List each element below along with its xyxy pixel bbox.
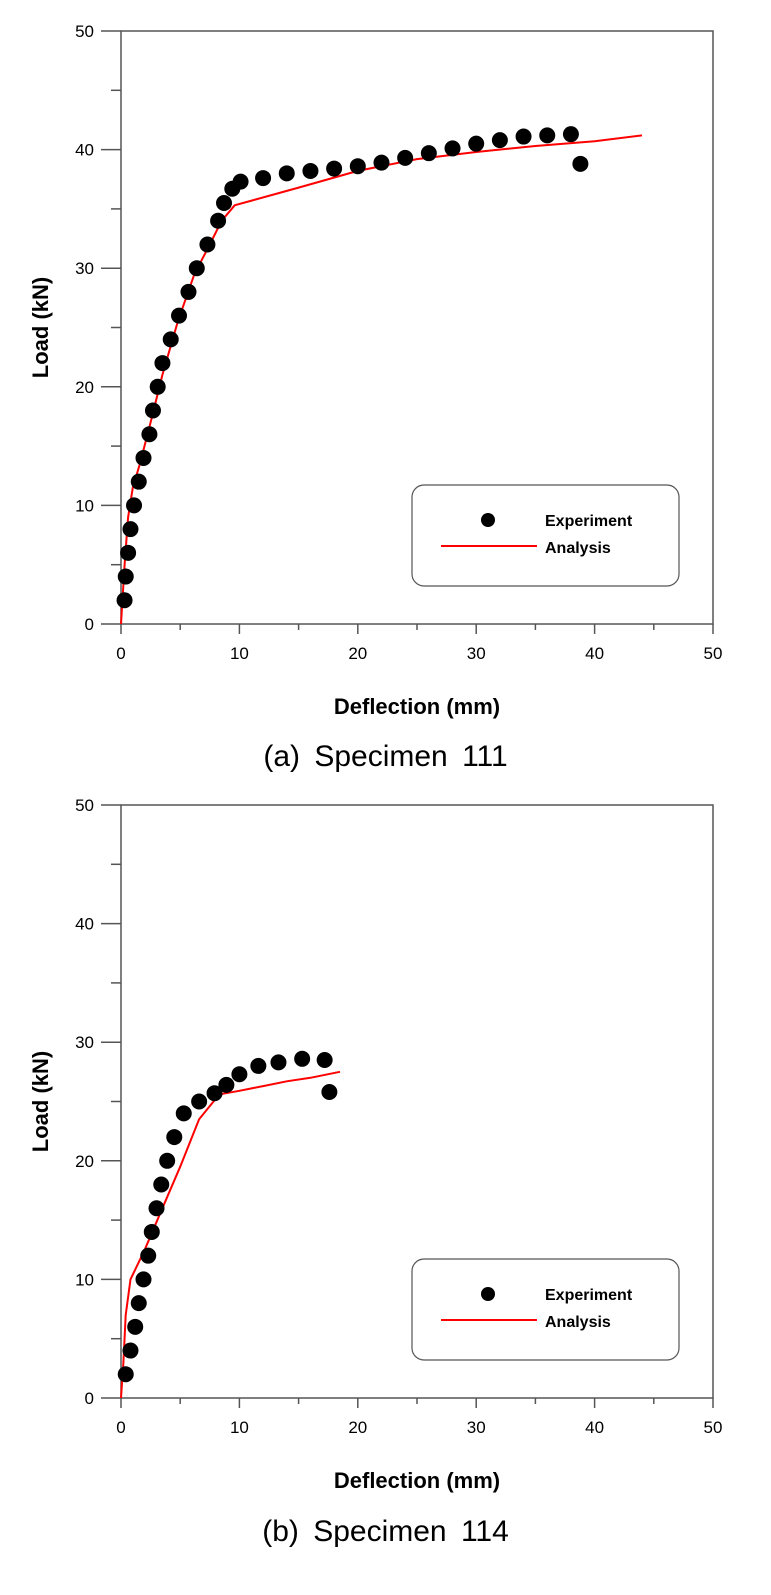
x-tick-label: 0	[116, 1418, 125, 1437]
experiment-point	[373, 154, 390, 171]
legend-box	[411, 484, 680, 587]
experiment-point	[120, 544, 137, 561]
caption-a: (a) Specimen 111	[263, 740, 508, 773]
experiment-point	[191, 1093, 208, 1110]
y-tick-label: 0	[85, 1389, 94, 1408]
legend-experiment-marker	[481, 1287, 495, 1301]
experiment-point	[218, 1076, 235, 1093]
y-tick-label: 0	[85, 615, 94, 634]
experiment-point	[278, 165, 295, 182]
x-tick-label: 10	[230, 1418, 249, 1437]
experiment-point	[397, 149, 414, 166]
x-tick-label: 50	[704, 1418, 723, 1437]
experiment-point	[154, 355, 171, 372]
experiment-point	[255, 170, 272, 187]
experiment-point	[270, 1054, 287, 1071]
experiment-point	[141, 426, 158, 443]
experiment-point	[491, 132, 508, 149]
caption-b: (b) Specimen 114	[262, 1515, 509, 1548]
experiment-point	[420, 145, 437, 162]
y-axis-label: Load (kN)	[28, 1051, 53, 1152]
experiment-point	[250, 1057, 267, 1074]
experiment-point	[206, 1085, 223, 1102]
x-tick-label: 40	[585, 644, 604, 663]
legend-experiment-marker	[481, 513, 495, 527]
experiment-point	[144, 402, 161, 419]
x-tick-label: 20	[348, 644, 367, 663]
y-tick-label: 10	[75, 496, 94, 515]
x-tick-label: 40	[585, 1418, 604, 1437]
y-tick-label: 40	[75, 141, 94, 160]
experiment-point	[116, 592, 133, 609]
experiment-point	[294, 1050, 311, 1067]
experiment-point	[122, 521, 139, 538]
y-tick-label: 30	[75, 1033, 94, 1052]
experiment-point	[117, 568, 134, 585]
experiment-point	[149, 378, 166, 395]
experiment-point	[171, 307, 188, 324]
x-tick-label: 0	[116, 644, 125, 663]
analysis-line	[120, 1070, 341, 1399]
experiment-point	[321, 1084, 338, 1101]
legend-analysis-label: Analysis	[545, 1314, 611, 1331]
y-tick-label: 40	[75, 915, 94, 934]
y-tick-label: 50	[75, 22, 94, 41]
experiment-point	[166, 1129, 183, 1146]
experiment-point	[135, 449, 152, 466]
x-axis-label: Deflection (mm)	[334, 1468, 500, 1493]
y-tick-label: 10	[75, 1270, 94, 1289]
experiment-point	[148, 1200, 165, 1217]
y-tick-label: 20	[75, 1152, 94, 1171]
x-tick-label: 10	[230, 644, 249, 663]
experiment-point	[162, 331, 179, 348]
legend: Experiment Analysis	[411, 484, 680, 587]
x-tick-label: 50	[704, 644, 723, 663]
chart-specimen-114: 0 10 20 30 40 50 0 10 20 30 40 50 Deflection (mm) Loa…	[28, 796, 723, 1493]
experiment-point	[572, 155, 589, 172]
experiment-point	[349, 158, 366, 175]
experiment-point	[140, 1247, 157, 1264]
experiment-point	[468, 135, 485, 152]
experiment-point	[135, 1271, 152, 1288]
experiment-point	[199, 236, 216, 253]
experiment-point	[127, 1318, 144, 1335]
experiment-point	[444, 140, 461, 157]
experiment-point	[316, 1051, 333, 1068]
experiment-point	[232, 173, 249, 190]
experiment-point	[159, 1152, 176, 1169]
experiment-point	[302, 162, 319, 179]
experiment-point	[188, 260, 205, 277]
x-axis-label: Deflection (mm)	[334, 694, 500, 719]
experiment-point	[231, 1066, 248, 1083]
experiment-point	[153, 1176, 170, 1193]
y-axis-label: Load (kN)	[28, 277, 53, 378]
experiment-point	[180, 283, 197, 300]
x-tick-label: 20	[348, 1418, 367, 1437]
experiment-point	[326, 160, 343, 177]
legend-experiment-label: Experiment	[545, 1287, 633, 1304]
experiment-point	[210, 212, 227, 229]
chart-specimen-111: 0 10 20 30 40 50 0 10 20 30 40 50 Deflection (mm) Loa…	[28, 22, 723, 719]
y-tick-label: 30	[75, 259, 94, 278]
legend-box	[411, 1258, 680, 1361]
experiment-point	[515, 128, 532, 145]
experiment-point	[130, 473, 147, 490]
legend-analysis-label: Analysis	[545, 540, 611, 557]
experiment-point	[126, 497, 143, 514]
experiment-point	[130, 1295, 147, 1312]
experiment-point	[216, 194, 233, 211]
legend-experiment-label: Experiment	[545, 513, 633, 530]
x-tick-label: 30	[467, 644, 486, 663]
y-tick-label: 50	[75, 796, 94, 815]
experiment-point	[117, 1366, 134, 1383]
experiment-point	[175, 1105, 192, 1122]
legend: Experiment Analysis	[411, 1258, 680, 1361]
y-tick-label: 20	[75, 378, 94, 397]
experiment-point	[539, 127, 556, 144]
experiment-point	[143, 1223, 160, 1240]
experiment-point	[562, 126, 579, 143]
experiment-point	[122, 1342, 139, 1359]
x-tick-label: 30	[467, 1418, 486, 1437]
